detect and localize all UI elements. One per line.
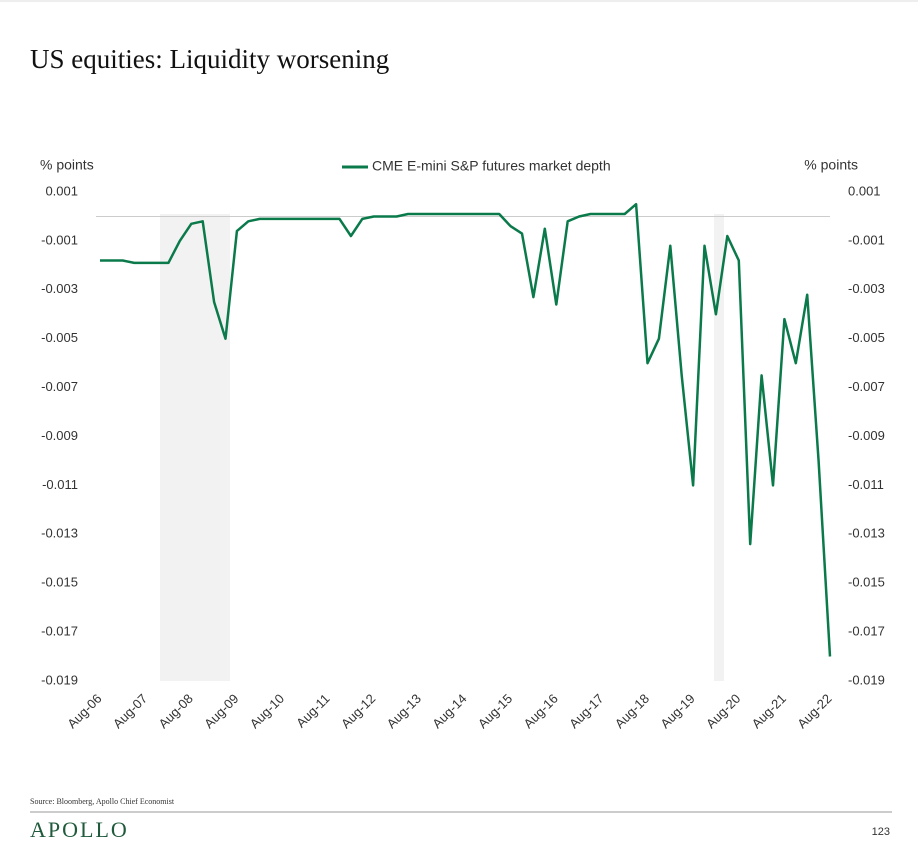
x-tick-label: Aug-09	[201, 691, 241, 731]
page-number: 123	[872, 826, 890, 838]
y-tick-label: 0.001	[45, 183, 78, 198]
y-tick-label: -0.007	[41, 379, 78, 394]
y2-tick-label: -0.013	[848, 526, 885, 541]
y2-tick-label: -0.001	[848, 232, 885, 247]
y-tick-label: -0.011	[42, 477, 78, 492]
y2-axis-label: % points	[804, 157, 858, 173]
y2-tick-label: -0.005	[848, 330, 885, 345]
recession-shade	[160, 214, 230, 681]
y-tick-label: -0.019	[41, 672, 78, 687]
x-tick-label: Aug-19	[657, 691, 697, 731]
y-tick-label: -0.005	[41, 330, 78, 345]
x-tick-label: Aug-22	[794, 691, 834, 731]
x-tick-label: Aug-21	[749, 691, 789, 731]
y-tick-label: -0.003	[41, 281, 78, 296]
y2-tick-label: 0.001	[848, 183, 881, 198]
brand: APOLLO	[30, 817, 129, 842]
x-tick-label: Aug-10	[247, 691, 287, 731]
y-tick-label: -0.017	[41, 624, 78, 639]
y-tick-label: -0.013	[41, 526, 78, 541]
y2-tick-label: -0.011	[848, 477, 884, 492]
y-tick-label: -0.009	[41, 428, 78, 443]
x-tick-label: Aug-06	[64, 691, 104, 731]
y2-tick-label: -0.015	[848, 575, 885, 590]
y2-tick-label: -0.009	[848, 428, 885, 443]
x-tick-label: Aug-07	[110, 691, 150, 731]
x-tick-label: Aug-11	[293, 691, 333, 731]
y-tick-label: -0.015	[41, 575, 78, 590]
legend-label: CME E-mini S&P futures market depth	[372, 158, 611, 174]
source: Source: Bloomberg, Apollo Chief Economis…	[30, 797, 175, 806]
x-tick-label: Aug-15	[475, 691, 515, 731]
y-axis-label: % points	[40, 157, 94, 173]
x-tick-label: Aug-20	[703, 691, 743, 731]
x-tick-label: Aug-13	[384, 691, 424, 731]
y-tick-label: -0.001	[41, 232, 78, 247]
chart-title: US equities: Liquidity worsening	[30, 44, 389, 74]
y2-tick-label: -0.007	[848, 379, 885, 394]
y2-tick-label: -0.017	[848, 624, 885, 639]
x-tick-label: Aug-14	[429, 691, 469, 731]
x-tick-label: Aug-12	[338, 691, 378, 731]
recession-shade	[714, 214, 724, 681]
y2-tick-label: -0.019	[848, 672, 885, 687]
series-line	[100, 202, 832, 657]
x-tick-label: Aug-17	[566, 691, 606, 731]
x-tick-label: Aug-08	[156, 691, 196, 731]
y2-tick-label: -0.003	[848, 281, 885, 296]
x-tick-label: Aug-16	[521, 691, 561, 731]
x-tick-label: Aug-18	[612, 691, 652, 731]
